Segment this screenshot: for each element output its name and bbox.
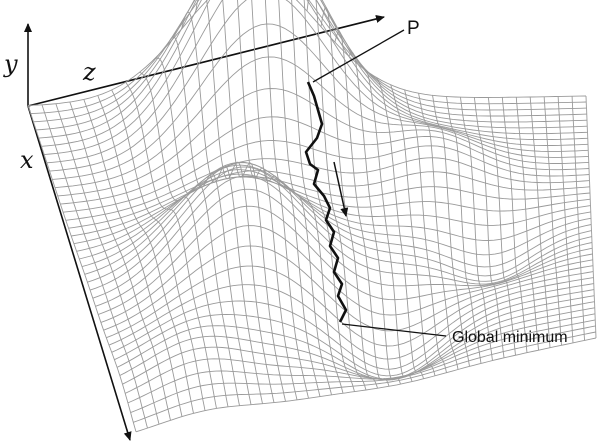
mesh-line-v — [30, 0, 587, 115]
y-axis-label: y — [3, 50, 18, 78]
mesh-line-u — [543, 96, 562, 346]
mesh-line-u — [585, 95, 597, 339]
mesh-line-u — [181, 11, 263, 404]
mesh-line-v — [125, 313, 596, 394]
mesh-line-u — [487, 97, 516, 356]
mesh-line-v — [92, 175, 593, 299]
mesh-line-v — [114, 289, 595, 377]
mesh-line-u — [446, 96, 482, 364]
mesh-line-v — [135, 337, 597, 433]
mesh-line-v — [95, 188, 593, 307]
mesh-line-v — [111, 283, 594, 370]
mesh-line-u — [571, 96, 585, 341]
mesh-line-v — [89, 166, 592, 291]
axes — [24, 15, 385, 441]
mesh-line-u — [473, 97, 505, 358]
mesh-line-v — [103, 245, 594, 332]
mesh-line-u — [557, 96, 574, 343]
mesh-line-v — [36, 0, 587, 131]
mesh-line-v — [122, 307, 595, 385]
mesh-line-v — [38, 0, 588, 139]
mesh-line-v — [100, 225, 593, 323]
mesh-line-u — [418, 93, 459, 370]
mesh-line-u — [501, 97, 528, 353]
arrow-down-icon — [333, 161, 349, 217]
mesh-line-u — [404, 89, 447, 373]
mesh-line-v — [116, 295, 595, 380]
z-axis-label: z — [82, 58, 96, 86]
mesh-line-u — [432, 95, 470, 367]
mesh-line-v — [44, 0, 588, 156]
mesh-line-v — [87, 162, 592, 283]
mesh-line-v — [127, 319, 596, 404]
mesh-line-v — [106, 265, 594, 347]
minimum-label: Global minimum — [452, 329, 568, 346]
minimum-leader — [341, 323, 447, 337]
mesh-line-v — [81, 164, 592, 268]
mesh-line-v — [33, 0, 587, 123]
mesh-line-v — [41, 0, 588, 147]
mesh-line-v — [98, 205, 593, 315]
mesh-line-u — [529, 96, 551, 348]
mesh-line-v — [133, 331, 596, 423]
mesh-line-u — [376, 77, 424, 379]
mesh-line-u — [222, 0, 286, 402]
mesh-line-v — [119, 301, 595, 381]
mesh-line-u — [460, 97, 493, 361]
z-axis-line — [27, 15, 385, 107]
mesh-line-u — [320, 6, 378, 389]
mesh-line-v — [130, 325, 596, 414]
start-point-leader — [312, 29, 405, 83]
surface-mesh — [27, 0, 597, 433]
descent-path — [304, 81, 348, 323]
mesh-line-v — [84, 161, 592, 275]
start-point-label: P — [407, 18, 420, 39]
mesh-line-u — [390, 84, 436, 376]
mesh-line-u — [69, 101, 171, 421]
x-axis-line — [27, 105, 132, 441]
x-axis-label: x — [20, 146, 34, 174]
mesh-line-v — [108, 277, 594, 360]
mesh-line-u — [515, 97, 539, 351]
